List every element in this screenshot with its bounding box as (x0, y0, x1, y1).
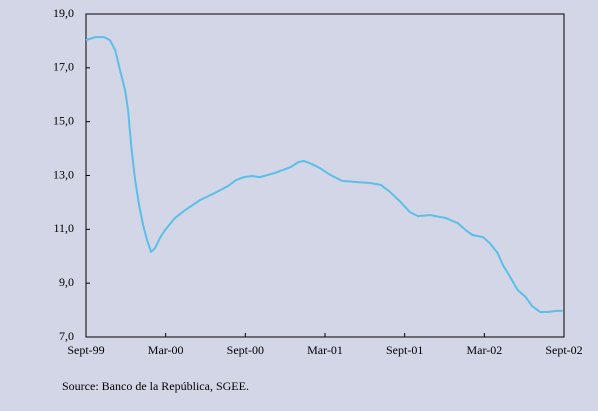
source-note: Source: Banco de la República, SGEE. (62, 379, 249, 393)
y-tick-label: 9,0 (59, 275, 74, 289)
x-tick-label: Mar-02 (466, 343, 502, 357)
x-tick-label: Sept-01 (386, 343, 423, 357)
x-tick-label: Sept-00 (227, 343, 264, 357)
x-tick-label: Sept-99 (67, 343, 104, 357)
y-tick-label: 19,0 (53, 6, 74, 20)
x-tick-label: Mar-00 (148, 343, 184, 357)
x-tick-label: Mar-01 (307, 343, 343, 357)
line-series (85, 36, 563, 313)
plot-frame (85, 13, 565, 338)
y-tick-label: 15,0 (53, 113, 74, 127)
y-tick-label: 17,0 (53, 60, 74, 74)
y-tick-label: 13,0 (53, 167, 74, 181)
y-tick-label: 11,0 (53, 221, 74, 235)
x-tick-label: Sept-02 (545, 343, 582, 357)
y-tick-label: 7,0 (59, 329, 74, 343)
